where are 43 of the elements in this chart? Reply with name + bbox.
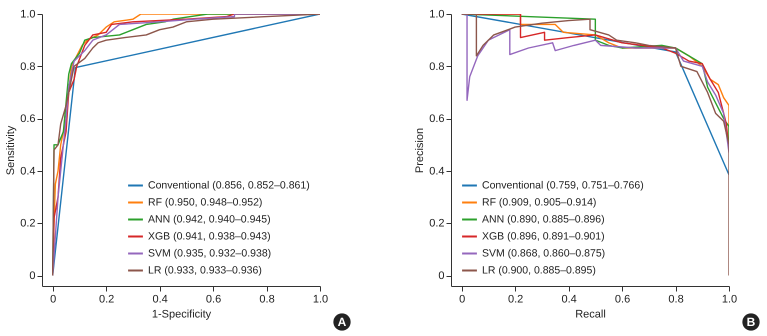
x-tick-label: 0 <box>459 294 466 306</box>
y-axis-title: Precision <box>414 128 426 174</box>
text: B <box>746 315 756 329</box>
y-tick-label: 0.2 <box>429 218 444 230</box>
y-tick-label: 0.6 <box>429 113 444 126</box>
legend-label: LR (0.900, 0.885–0.895) <box>482 264 596 276</box>
x-tick-label: 0 <box>50 294 56 306</box>
legend-label: XGB (0.941, 0.938–0.943) <box>148 230 271 242</box>
text: A <box>338 315 347 329</box>
legend-label: ANN (0.890, 0.885–0.896) <box>482 214 605 226</box>
line-series <box>460 14 729 276</box>
y-tick-label: 0 <box>29 270 36 282</box>
y-tick-label: 0 <box>438 270 444 282</box>
x-axis-title: Recall <box>575 308 606 320</box>
x-tick-label: 0.4 <box>152 294 168 306</box>
y-tick-label: 0.4 <box>20 165 36 178</box>
legend-label: SVM (0.935, 0.932–0.938) <box>148 248 272 260</box>
x-tick-label: 0.8 <box>259 294 275 306</box>
y-tick-label: 0.2 <box>20 218 36 230</box>
legend-label: LR (0.933, 0.933–0.936) <box>148 264 262 276</box>
y-tick-label: 1.0 <box>20 8 36 20</box>
x-tick-label: 0.2 <box>508 294 524 306</box>
x-tick-label: 0.6 <box>614 294 630 306</box>
y-tick-label: 0.4 <box>429 165 444 178</box>
legend-label: SVM (0.868, 0.860–0.875) <box>482 248 606 260</box>
x-tick-label: 0.4 <box>561 294 577 306</box>
legend-label: RF (0.909, 0.905–0.914) <box>482 196 596 208</box>
y-axis-title: Sensitivity <box>5 125 18 176</box>
y-tick-label: 0.8 <box>429 60 444 73</box>
legend-label: Conventional (0.759, 0.751–0.766) <box>482 180 644 192</box>
x-tick-label: 0.2 <box>99 294 114 306</box>
y-tick-label: 0.8 <box>20 60 36 73</box>
x-tick-label: 0.8 <box>668 294 684 306</box>
legend-label: Conventional (0.856, 0.852–0.861) <box>148 180 310 192</box>
x-tick-label: 1.0 <box>312 294 328 306</box>
y-tick-label: 0.6 <box>20 113 36 126</box>
x-tick-label: 0.6 <box>206 294 222 306</box>
legend-label: XGB (0.896, 0.891–0.901) <box>482 230 605 242</box>
legend-label: ANN (0.942, 0.940–0.945) <box>148 214 271 226</box>
legend-label: RF (0.950, 0.948–0.952) <box>148 196 262 208</box>
x-tick-label: 1.0 <box>722 294 738 306</box>
x-axis-title: 1-Specificity <box>152 308 212 320</box>
y-tick-label: 1.0 <box>429 8 444 20</box>
